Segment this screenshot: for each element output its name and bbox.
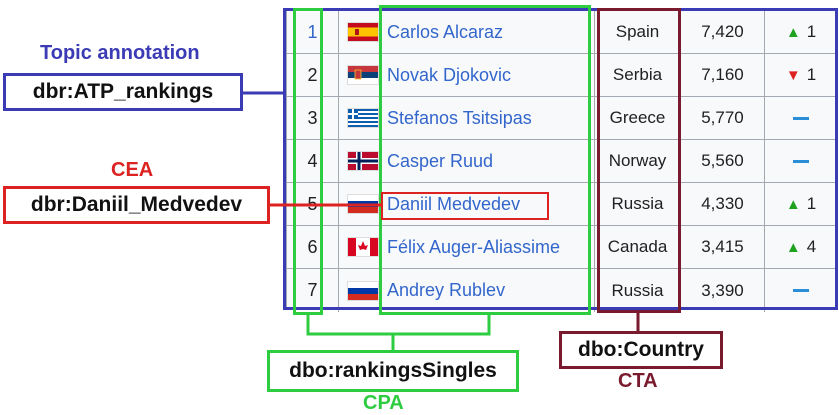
player-name-link[interactable]: Novak Djokovic xyxy=(387,64,512,85)
greece-flag-icon xyxy=(347,108,379,128)
movement-value: 4 xyxy=(806,237,817,256)
topic-label: dbr:ATP_rankings xyxy=(3,73,243,111)
movement-cell: ▼ 1 xyxy=(765,54,837,96)
rank-cell: 7 xyxy=(287,269,339,312)
table-row: 4 Casper Ruud Norway 5,560 xyxy=(287,140,835,183)
points-cell: 3,390 xyxy=(681,269,765,312)
cpa-connector xyxy=(306,315,491,336)
movement-cell xyxy=(765,269,837,312)
movement-value: 1 xyxy=(806,194,817,213)
movement-value: 1 xyxy=(806,22,817,41)
movement-cell xyxy=(765,97,837,139)
russia-flag-icon xyxy=(347,280,379,301)
up-arrow-icon: ▲ xyxy=(785,23,801,41)
player-name-link[interactable]: Daniil Medvedev xyxy=(387,193,521,214)
player-cell: Casper Ruud xyxy=(339,140,595,182)
player-cell: Carlos Alcaraz xyxy=(339,11,595,53)
points-cell: 4,330 xyxy=(681,183,765,225)
player-cell: Stefanos Tsitsipas xyxy=(339,97,595,139)
points-cell: 7,420 xyxy=(681,11,765,53)
player-name-link[interactable]: Andrey Rublev xyxy=(387,280,506,300)
no-change-dash-icon xyxy=(793,159,809,163)
no-change-dash-icon xyxy=(793,289,809,292)
up-arrow-icon: ▲ xyxy=(785,238,801,256)
no-change-dash-icon xyxy=(793,116,809,120)
player-cell: Félix Auger-Aliassime xyxy=(339,226,595,268)
points-cell: 5,560 xyxy=(681,140,765,182)
rank-cell: 6 xyxy=(287,226,339,268)
norway-flag-icon xyxy=(347,151,379,171)
player-cell: Andrey Rublev xyxy=(339,269,595,312)
down-arrow-icon: ▼ xyxy=(785,66,801,84)
cpa-caption: CPA xyxy=(363,392,404,414)
points-cell: 5,770 xyxy=(681,97,765,139)
cea-label: dbr:Daniil_Medvedev xyxy=(3,186,270,224)
topic-caption: Topic annotation xyxy=(40,42,200,64)
cpa-player-column-box xyxy=(379,5,591,315)
player-name-link[interactable]: Carlos Alcaraz xyxy=(387,21,504,42)
movement-cell: ▲ 1 xyxy=(765,11,837,53)
movement-cell: ▲ 4 xyxy=(765,226,837,268)
table-row: 3 Stefanos Tsitsipas Greece 5,770 xyxy=(287,97,835,140)
cpa-rank-column-box xyxy=(293,8,323,315)
rank-cell: 1 xyxy=(287,11,339,53)
rank-cell: 4 xyxy=(287,140,339,182)
cta-country-column-box xyxy=(597,8,681,313)
cea-caption: CEA xyxy=(111,159,154,181)
player-name-link[interactable]: Stefanos Tsitsipas xyxy=(387,107,532,128)
canada-flag-icon xyxy=(347,237,379,257)
rank-cell: 3 xyxy=(287,97,339,139)
movement-cell: ▲ 1 xyxy=(765,183,837,225)
points-cell: 7,160 xyxy=(681,54,765,96)
cta-caption: CTA xyxy=(618,370,658,392)
points-cell: 3,415 xyxy=(681,226,765,268)
player-cell: Novak Djokovic xyxy=(339,54,595,96)
table-row: 7 Andrey Rublev Russia 3,390 xyxy=(287,269,835,312)
topic-annotation-box xyxy=(283,8,838,310)
cpa-label: dbo:rankingsSingles xyxy=(267,350,519,392)
movement-cell xyxy=(765,140,837,182)
rankings-table: 1 Carlos Alcaraz Spain 7,420 ▲ 1 2 Novak Djokov… xyxy=(286,10,837,312)
player-name-link[interactable]: Casper Ruud xyxy=(387,150,494,171)
up-arrow-icon: ▲ xyxy=(785,195,801,213)
table-row: 2 Novak Djokovic Serbia 7,160 ▼ 1 xyxy=(287,54,835,97)
serbia-flag-icon xyxy=(347,65,379,85)
cta-label: dbo:Country xyxy=(559,331,723,369)
spain-flag-icon xyxy=(347,22,379,42)
movement-value: 1 xyxy=(806,65,817,84)
rank-cell: 2 xyxy=(287,54,339,96)
player-name-link[interactable]: Félix Auger-Aliassime xyxy=(387,236,561,257)
table-row: 6 Félix Auger-Aliassime Canada 3,415 ▲ 4 xyxy=(287,226,835,269)
